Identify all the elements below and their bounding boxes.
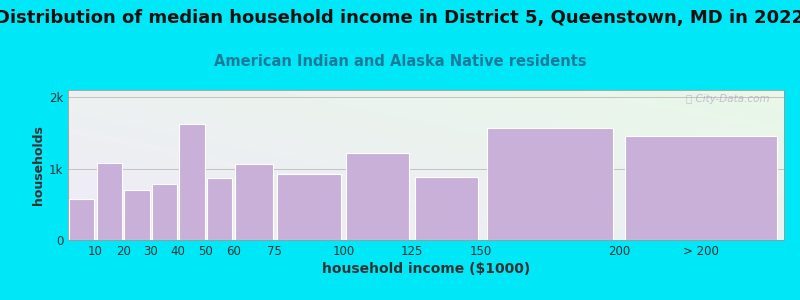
Bar <box>626 136 778 240</box>
Bar <box>69 199 94 240</box>
Bar <box>235 164 273 240</box>
Text: ⓘ City-Data.com: ⓘ City-Data.com <box>686 94 770 104</box>
Text: Distribution of median household income in District 5, Queenstown, MD in 2022: Distribution of median household income … <box>0 9 800 27</box>
Bar <box>415 177 478 240</box>
Text: American Indian and Alaska Native residents: American Indian and Alaska Native reside… <box>214 54 586 69</box>
Bar <box>124 190 150 240</box>
Bar <box>278 174 341 240</box>
Y-axis label: households: households <box>31 125 45 205</box>
Bar <box>206 178 232 240</box>
X-axis label: household income ($1000): household income ($1000) <box>322 262 530 276</box>
Bar <box>179 124 205 240</box>
Bar <box>346 153 410 240</box>
Bar <box>97 163 122 240</box>
Bar <box>152 184 177 240</box>
Bar <box>486 128 614 240</box>
